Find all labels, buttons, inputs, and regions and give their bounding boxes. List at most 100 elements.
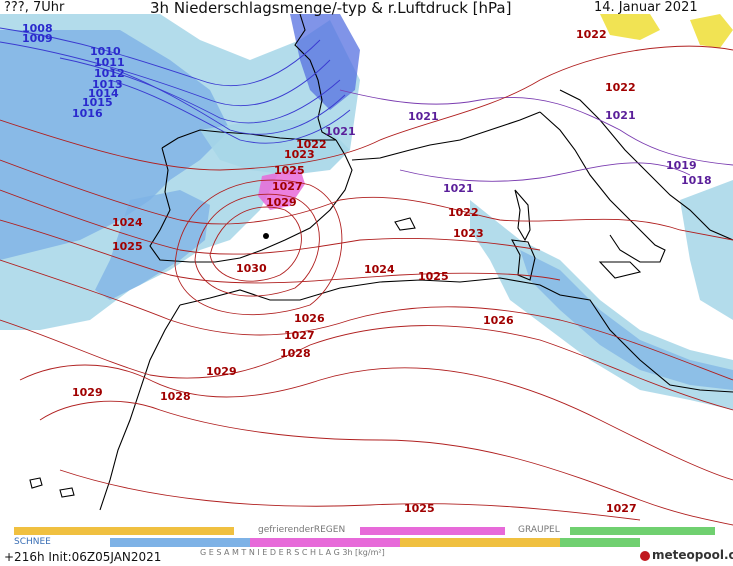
legend-schnee-bar: [14, 527, 234, 535]
pressure-label: 1029: [72, 386, 103, 399]
pressure-label: 1026: [483, 314, 514, 327]
precip-mediterranean-core: [520, 250, 733, 390]
coastlines: [29, 13, 733, 511]
coast-france-biscay: [294, 13, 337, 141]
coast-spain-north: [161, 129, 336, 149]
legend-total-bar-high: [400, 538, 560, 547]
pressure-label: 1013: [92, 78, 123, 91]
legend-gesamt-label: G E S A M T N I E D E R S C H L A G 3h […: [200, 548, 385, 557]
isobar-far-2: [0, 41, 331, 107]
pressure-label: 1018: [681, 174, 712, 187]
map-title: 3h Niederschlagsmenge/-typ & r.Luftdruck…: [150, 0, 512, 17]
pressure-label: 1015: [82, 96, 113, 109]
isobar-far-1: [0, 27, 321, 87]
coast-africa-atlantic: [99, 304, 181, 511]
pressure-label: 1016: [72, 107, 103, 120]
pressure-label: 1028: [280, 347, 311, 360]
isobar-high-6: [0, 319, 733, 411]
isobar-high-center-ring-3: [174, 179, 343, 316]
coast-portugal-west: [149, 147, 191, 263]
legend-gefrierender-bar: [360, 527, 505, 535]
legend-graupel-bar: [570, 527, 715, 535]
isobar-far-4: [109, 67, 346, 135]
precipitation-layer: [0, 14, 733, 410]
pressure-label: 1012: [94, 67, 125, 80]
pressure-label: 1021: [443, 182, 474, 195]
island-sardinia: [511, 239, 536, 281]
coast-spain-south: [190, 139, 353, 263]
isobar-high-3: [0, 189, 541, 255]
pressure-label: 1026: [294, 312, 325, 325]
canary-islands: [29, 477, 75, 498]
pressure-label: 1027: [284, 329, 315, 342]
legend-graupel-label: GRAUPEL: [518, 525, 560, 535]
isobar-low-1: [339, 89, 733, 166]
run-label: ???, 7Uhr: [4, 0, 65, 15]
pressure-label: 1025: [112, 240, 143, 253]
pressure-labels: 1008 1009 1010 1011 1012 1013 1014 1015 …: [22, 22, 712, 515]
pressure-label: 1025: [418, 270, 449, 283]
legend-total-bar-mid: [250, 538, 400, 547]
pressure-label: 1027: [272, 180, 303, 193]
isobar-far-3: [59, 57, 341, 124]
legend-gefrierender-label: gefrierenderREGEN: [258, 525, 346, 535]
isobar-high-4: [0, 219, 561, 284]
isobar-far-5: [109, 79, 351, 144]
pressure-label: 1009: [22, 32, 53, 45]
pressure-label: 1025: [274, 164, 305, 177]
isobars: [0, 27, 733, 526]
isobar-high-center-ring-1: [209, 206, 302, 282]
precip-yellow-patch-1: [600, 14, 660, 40]
brand-logo[interactable]: meteopool.org: [640, 548, 733, 562]
coast-north-africa: [179, 277, 733, 393]
pressure-label: 1023: [284, 148, 315, 161]
pressure-label: 1029: [206, 365, 237, 378]
pressure-label: 1008: [22, 22, 53, 35]
pressure-label: 1023: [453, 227, 484, 240]
pressure-label: 1022: [296, 138, 327, 151]
pressure-label: 1011: [94, 56, 125, 69]
high-center-marker: [263, 233, 269, 239]
pressure-label: 1030: [236, 262, 267, 275]
precip-pink-snow: [258, 168, 305, 210]
brand-name: meteopool.org: [652, 548, 733, 562]
pressure-label: 1021: [325, 125, 356, 138]
pressure-label: 1019: [666, 159, 697, 172]
island-corsica: [514, 189, 531, 242]
isobar-high-7: [19, 364, 733, 481]
precip-balkans: [680, 180, 733, 320]
island-mallorca: [394, 217, 416, 231]
isobar-high-9: [59, 469, 641, 521]
isobar-high-center-ring-2: [194, 193, 320, 297]
isobar-high-8: [39, 400, 733, 526]
precip-atlantic-core: [0, 30, 230, 260]
island-sicily: [598, 261, 642, 279]
init-time-label: +216h Init:06Z05JAN2021: [4, 550, 162, 564]
coast-france-med: [351, 111, 541, 161]
brand-icon: [640, 550, 650, 561]
pressure-label: 1022: [448, 206, 479, 219]
isobar-high-2: [0, 159, 733, 241]
pressure-label: 1021: [408, 110, 439, 123]
precip-iberia-west: [95, 190, 210, 300]
pressure-label: 1021: [605, 109, 636, 122]
isobar-low-2: [399, 162, 691, 182]
pressure-label: 1014: [88, 87, 119, 100]
pressure-label: 1022: [605, 81, 636, 94]
legend-bars: [14, 527, 715, 547]
pressure-label: 1029: [266, 196, 297, 209]
pressure-label: 1028: [160, 390, 191, 403]
legend-total-bar-low: [110, 538, 250, 547]
precip-biscay-band: [290, 14, 360, 110]
pressure-label: 1024: [364, 263, 395, 276]
coast-italy: [539, 111, 666, 263]
coast-italy-adriatic: [559, 89, 733, 241]
date-label: 14. Januar 2021: [594, 0, 698, 15]
pressure-label: 1027: [606, 502, 637, 515]
legend-total-bar-top: [560, 538, 640, 547]
pressure-label: 1010: [90, 45, 121, 58]
isobar-high-5: [0, 259, 733, 381]
precip-yellow-patch-2: [690, 14, 733, 48]
